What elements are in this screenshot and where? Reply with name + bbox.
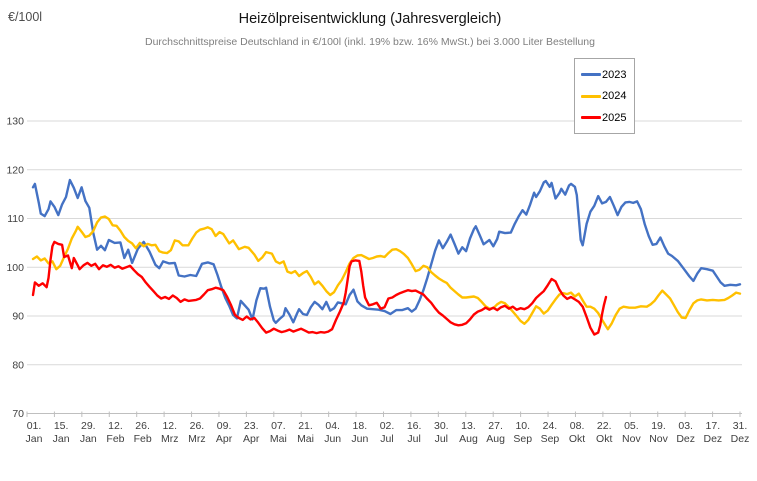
y-tick-label-120: 120: [6, 164, 24, 176]
y-axis-tick-labels: 70 80 90 100 110 120 130: [6, 116, 24, 421]
gridlines: [27, 120, 742, 414]
x-tick-label: 16. Jul: [407, 420, 422, 445]
x-tick-label: 23. Apr: [243, 420, 260, 445]
x-axis-tick-labels: 01. Jan 15. Jan 29. Jan 12. Feb 26. Feb 12. Mrz 26. M…: [26, 420, 750, 445]
x-tick-label: 01. Jan: [26, 420, 43, 445]
legend: 2023 2024 2025: [574, 58, 635, 134]
x-tick-label: 31. Dez: [731, 420, 750, 445]
x-tick-label: 07. Mai: [270, 420, 287, 445]
x-tick-label: 04. Jun: [324, 420, 341, 445]
legend-label-2025: 2025: [602, 111, 627, 124]
y-axis-unit-label: €/100l: [8, 10, 43, 24]
x-axis: [26, 411, 742, 417]
legend-label-2023: 2023: [602, 68, 627, 81]
x-tick-label: 05. Nov: [622, 420, 641, 445]
x-tick-label: 09. Apr: [216, 420, 233, 445]
legend-item-2023[interactable]: 2023: [575, 69, 634, 81]
x-tick-label: 10. Sep: [513, 420, 532, 445]
x-tick-label: 21. Mai: [297, 420, 314, 445]
legend-item-2024[interactable]: 2024: [575, 90, 634, 102]
x-tick-label: 26. Feb: [134, 420, 152, 445]
y-tick-label-130: 130: [6, 116, 24, 128]
chart-title: Heizölpreisentwicklung (Jahresvergleich): [238, 11, 502, 27]
legend-swatch-2024: [581, 94, 601, 98]
series-line-2024[interactable]: [31, 215, 742, 331]
series-line-2023[interactable]: [31, 178, 742, 324]
x-tick-label: 17. Dez: [704, 420, 723, 445]
x-tick-label: 13. Aug: [459, 420, 478, 445]
legend-item-2025[interactable]: 2025: [575, 112, 634, 124]
x-tick-label: 15. Jan: [53, 420, 70, 445]
x-tick-label: 12. Mrz: [161, 420, 179, 445]
legend-swatch-2023: [581, 73, 601, 76]
chart-subtitle: Durchschnittspreise Deutschland in €/100…: [145, 36, 595, 48]
x-tick-label: 22. Okt: [596, 420, 612, 445]
y-tick-label-70: 70: [12, 408, 24, 420]
x-tick-label: 18. Jun: [351, 420, 368, 445]
series-lines: [31, 178, 742, 336]
x-tick-label: 29. Jan: [80, 420, 97, 445]
x-tick-label: 24. Sep: [541, 420, 560, 445]
x-tick-label: 26. Mrz: [188, 420, 206, 445]
x-tick-label: 27. Aug: [486, 420, 505, 445]
x-tick-label: 12. Feb: [106, 420, 124, 445]
series-line-2025[interactable]: [31, 240, 608, 336]
y-tick-label-80: 80: [12, 359, 24, 371]
legend-swatch-2025: [581, 116, 601, 119]
y-tick-label-90: 90: [12, 311, 24, 323]
y-tick-label-100: 100: [6, 262, 24, 274]
legend-label-2024: 2024: [602, 90, 627, 102]
x-tick-label: 03. Dez: [676, 420, 695, 445]
x-tick-label: 02. Jul: [380, 420, 395, 445]
x-tick-label: 30. Jul: [434, 420, 449, 445]
x-tick-label: 19. Nov: [649, 420, 668, 445]
y-tick-label-110: 110: [7, 213, 24, 225]
x-tick-label: 08. Okt: [569, 420, 585, 445]
